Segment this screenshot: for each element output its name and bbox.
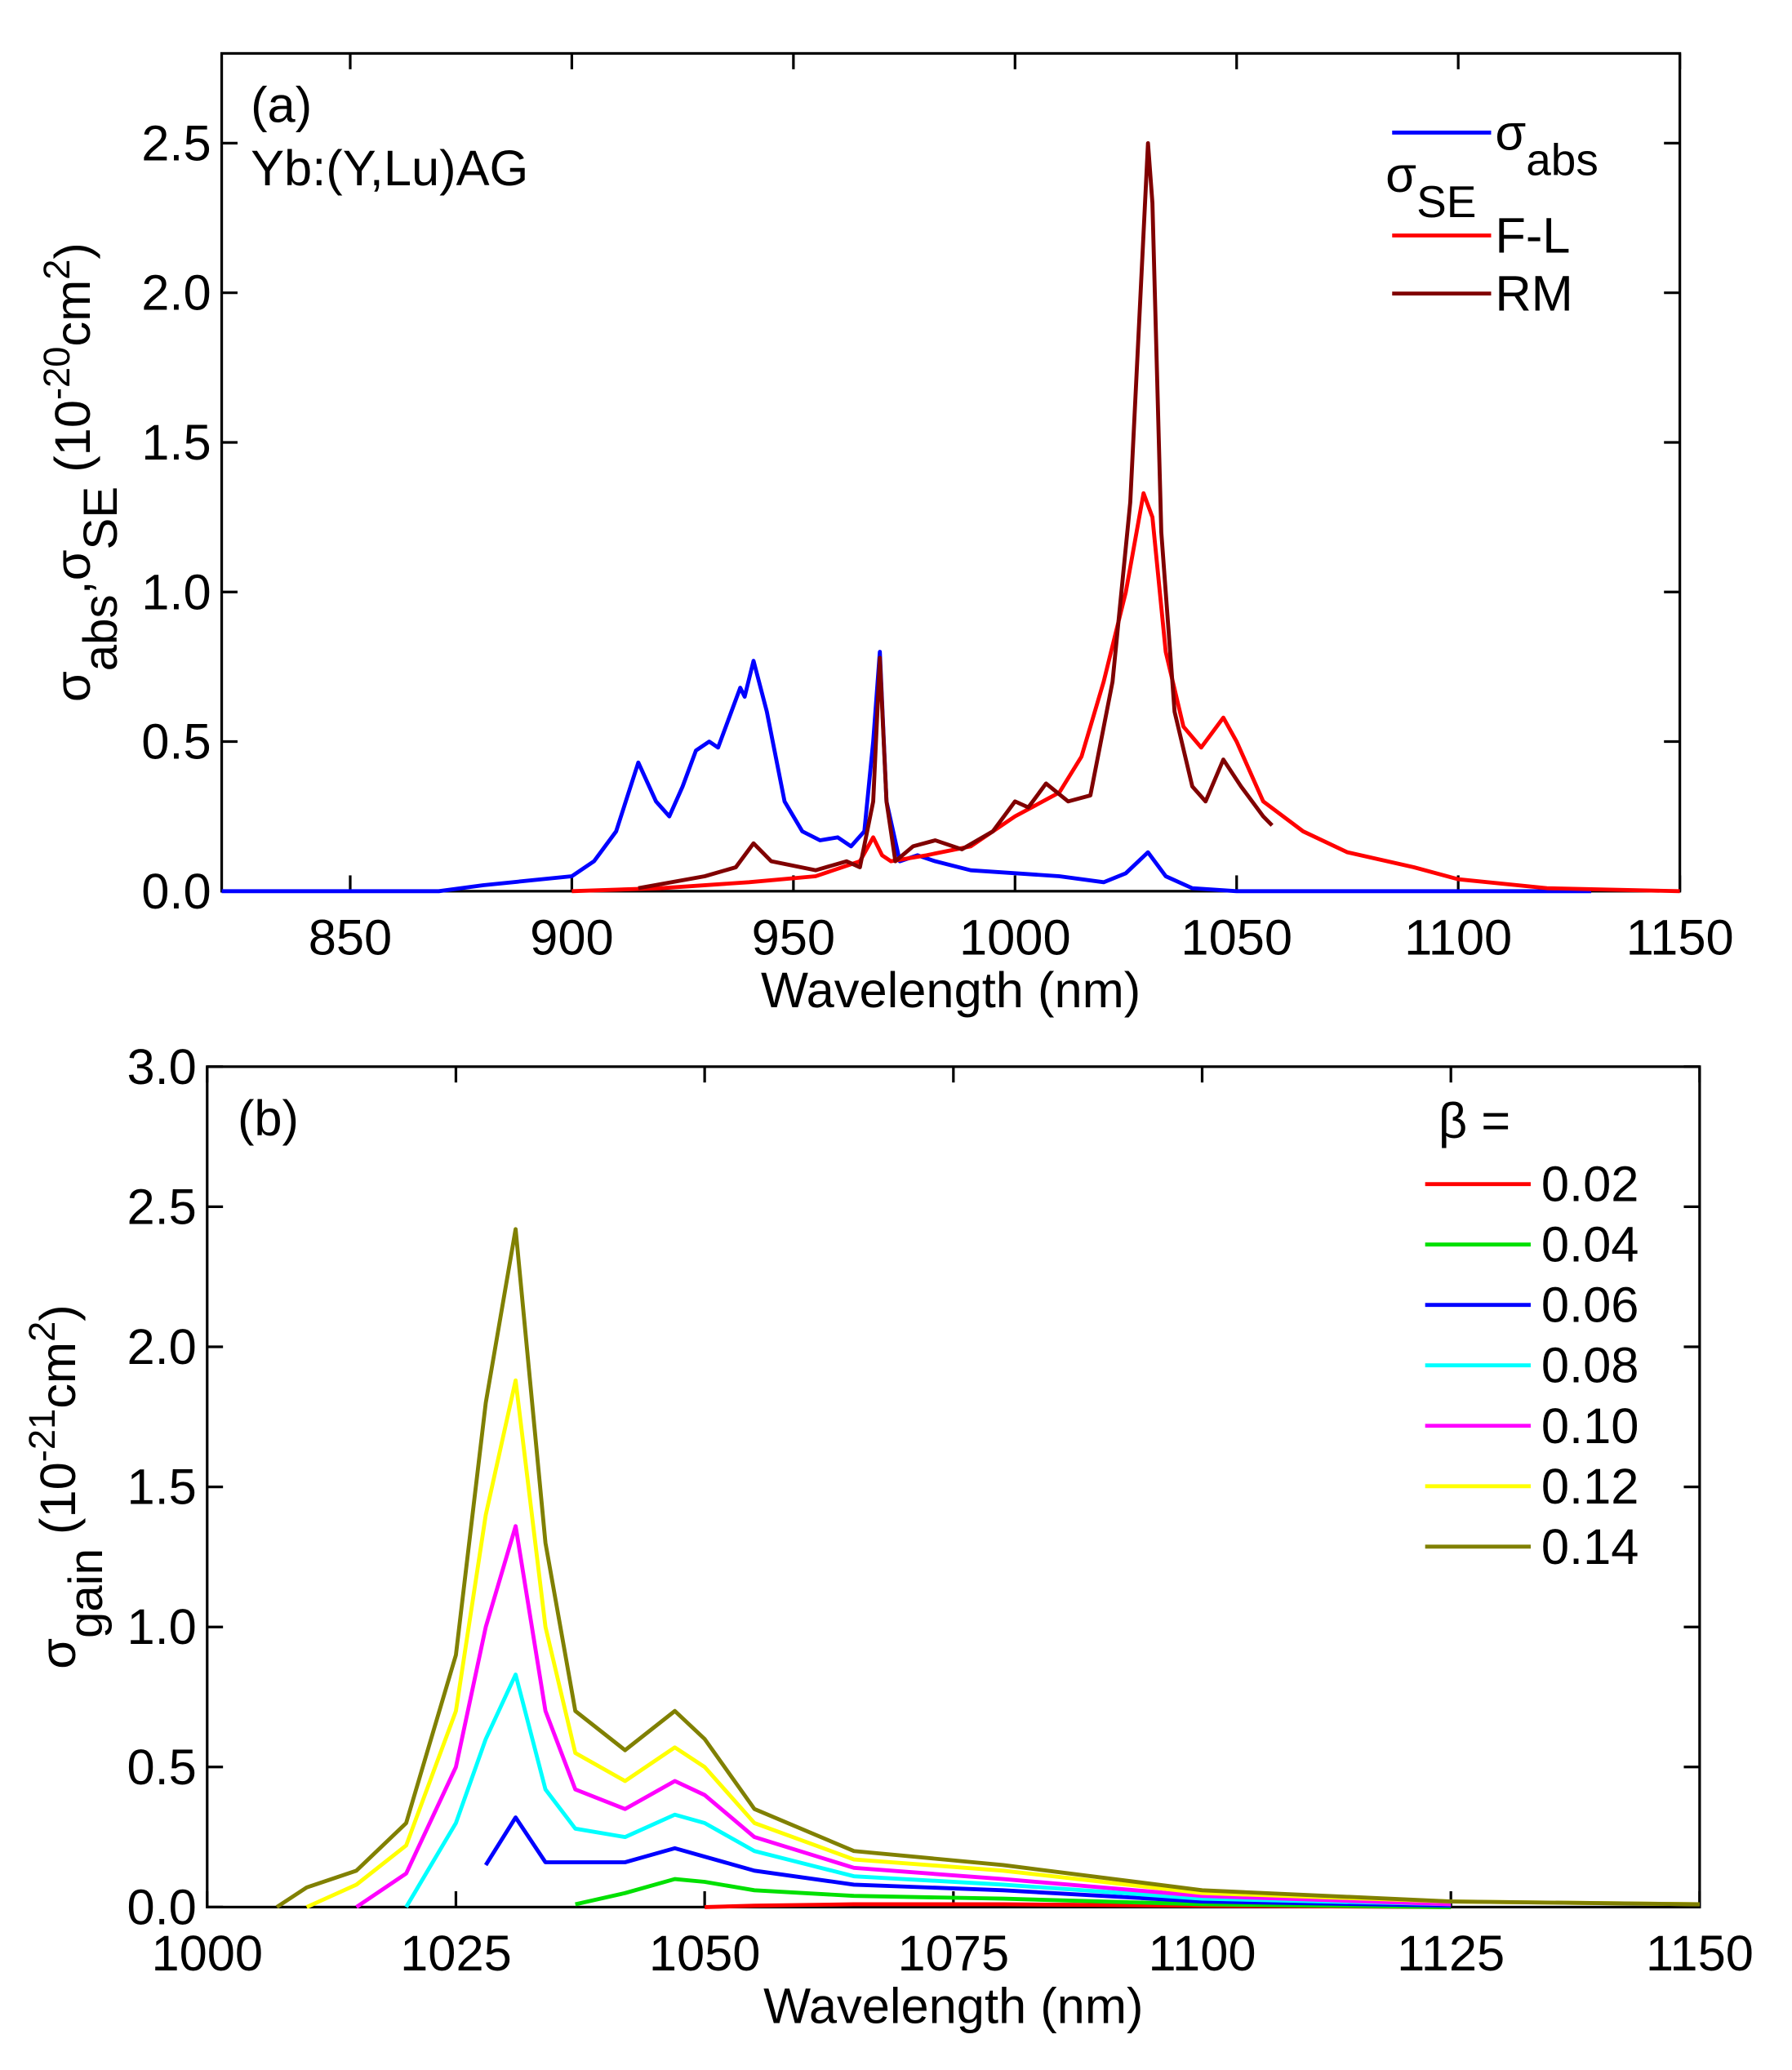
y-axis-label-part: σ — [30, 1638, 87, 1669]
y-axis-label-part: (10 — [30, 1462, 87, 1548]
x-tick-label: 1000 — [959, 909, 1071, 966]
series-line — [638, 140, 1274, 891]
x-axis-label: Wavelength (nm) — [763, 1979, 1143, 2035]
y-tick-label: 0.5 — [141, 714, 211, 771]
y-tick-label: 0.0 — [141, 864, 211, 920]
series-line — [355, 1524, 1452, 1909]
legend-label: 0.08 — [1541, 1338, 1639, 1394]
series-line — [275, 1227, 1700, 1909]
y-axis-label-part: -21 — [21, 1409, 63, 1462]
x-tick-label: 1000 — [151, 1926, 263, 1982]
x-tick-label: 950 — [752, 909, 835, 966]
y-tick-label: 1.0 — [127, 1599, 196, 1655]
series-line — [221, 650, 1592, 894]
x-tick-label: 1075 — [898, 1926, 1010, 1982]
legend-label: σabs — [1495, 104, 1598, 184]
y-tick-label: 2.0 — [127, 1319, 196, 1375]
legend-label: 0.12 — [1541, 1459, 1639, 1515]
legend-label: F-L — [1495, 208, 1570, 264]
y-axis-label-part: 2 — [35, 260, 77, 280]
x-tick-label: 1150 — [1646, 1926, 1754, 1982]
legend-label: 0.04 — [1541, 1217, 1639, 1273]
legend-title: β = — [1438, 1093, 1510, 1149]
plot-frame — [220, 51, 1682, 893]
y-tick-label: 1.0 — [141, 564, 211, 620]
y-tick-label: 3.0 — [127, 1039, 196, 1095]
y-tick-label: 2.5 — [141, 115, 211, 171]
y-axis-label-part: abs — [73, 594, 127, 671]
legend-label: 0.02 — [1541, 1157, 1639, 1213]
legend-title: σSE — [1385, 147, 1476, 227]
y-axis-label-part: 2 — [21, 1322, 63, 1342]
legend-label: 0.14 — [1541, 1519, 1639, 1575]
legend-label: 0.10 — [1541, 1398, 1639, 1455]
y-axis-label-part: (10 — [45, 400, 101, 486]
annotation: Yb:(Y,Lu)AG — [251, 140, 528, 197]
y-tick-label: 2.0 — [141, 265, 211, 322]
x-tick-label: 1100 — [1404, 909, 1512, 966]
x-tick-label: 1025 — [400, 1926, 512, 1982]
y-axis-label-part: -20 — [35, 347, 77, 400]
x-tick-label: 1050 — [649, 1926, 761, 1982]
x-axis-label: Wavelength (nm) — [761, 962, 1141, 1019]
y-tick-label: 0.0 — [127, 1879, 196, 1935]
x-tick-label: 1050 — [1181, 909, 1292, 966]
y-axis-label-part: ) — [30, 1304, 87, 1321]
y-axis-label-part: ) — [45, 242, 101, 259]
y-axis-label: σabs,σSE (10-20cm2) — [35, 242, 127, 702]
annotation: (a) — [251, 77, 312, 133]
y-axis-label-part: cm — [45, 280, 101, 347]
series-line — [483, 1815, 1452, 1908]
legend-label: RM — [1495, 266, 1573, 322]
series-line — [575, 1877, 1452, 1909]
y-axis-label-part: σ — [45, 671, 101, 702]
y-axis-label-part: SE — [73, 486, 127, 550]
y-axis-label-part: cm — [30, 1342, 87, 1409]
y-tick-label: 1.5 — [127, 1459, 196, 1516]
legend-label: 0.06 — [1541, 1277, 1639, 1334]
series-line — [305, 1378, 1700, 1909]
series-line — [571, 491, 1680, 894]
x-tick-label: 1100 — [1148, 1926, 1256, 1982]
x-tick-label: 900 — [530, 909, 613, 966]
y-tick-label: 2.5 — [127, 1179, 196, 1235]
y-axis-label-part: ,σ — [45, 549, 101, 594]
y-tick-label: 1.5 — [141, 415, 211, 471]
series-line — [404, 1672, 1452, 1908]
x-tick-label: 1125 — [1397, 1926, 1505, 1982]
y-tick-label: 0.5 — [127, 1739, 196, 1796]
x-tick-label: 850 — [309, 909, 392, 966]
annotation: (b) — [238, 1091, 299, 1147]
y-axis-label: σgain (10-21cm2) — [21, 1304, 113, 1669]
y-axis-label-part: gain — [60, 1548, 113, 1638]
x-tick-label: 1150 — [1626, 909, 1734, 966]
